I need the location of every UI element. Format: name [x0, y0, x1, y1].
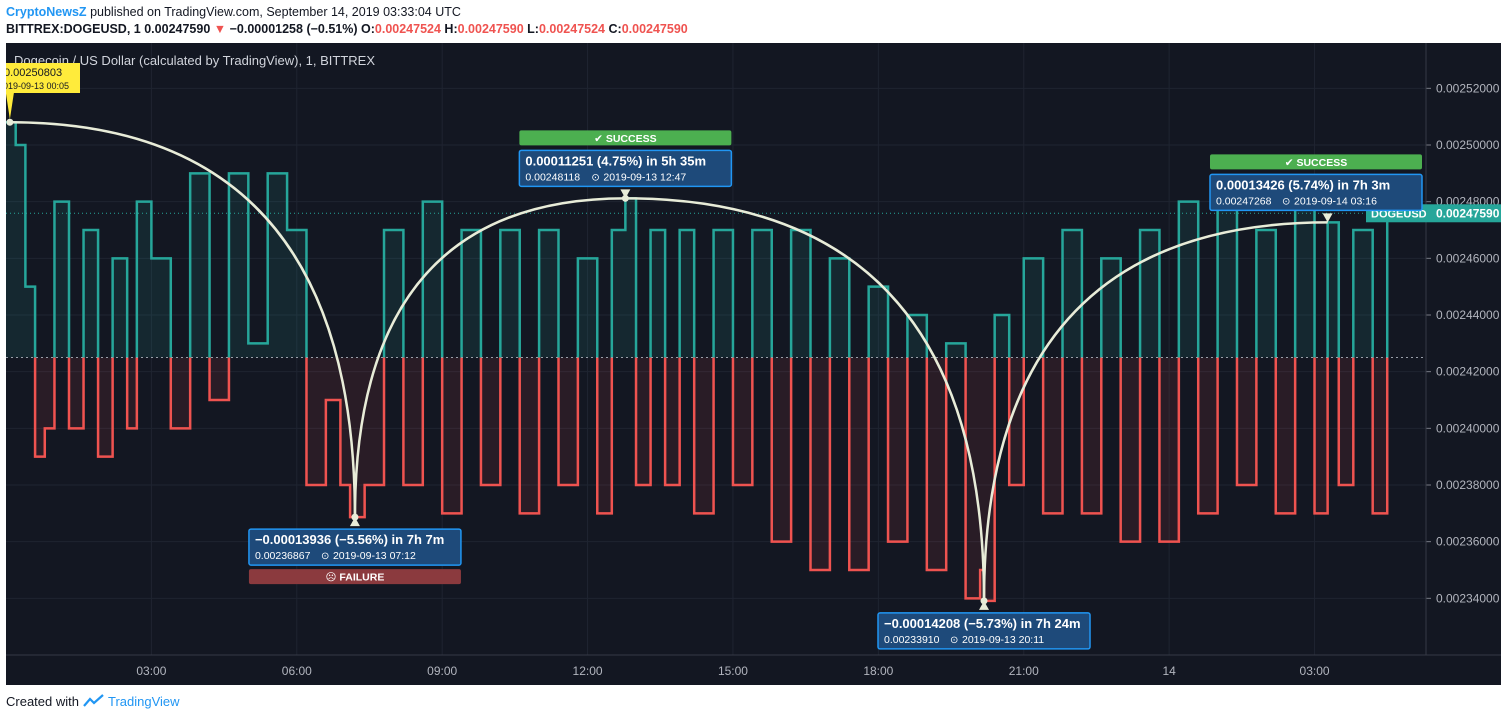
price-chart[interactable]: 0.002520000.002500000.002480000.00246000… — [0, 43, 1501, 685]
tradingview-logo-icon — [82, 694, 108, 709]
measure-arrowhead-icon — [979, 600, 990, 610]
created-with-text: Created with — [6, 694, 79, 709]
measure-arc — [625, 197, 986, 601]
measure-headline: −0.00013936 (−5.56%) in 7h 7m — [255, 532, 444, 547]
low-label: L: — [527, 22, 539, 36]
low-value: 0.00247524 — [538, 22, 606, 36]
measure-price: 0.00248118 — [525, 171, 580, 183]
measure-arc — [9, 120, 357, 518]
chart-header: CryptoNewsZ published on TradingView.com… — [0, 0, 1508, 42]
close-value: 0.00247590 — [621, 22, 688, 36]
chart-title: Dogecoin / US Dollar (calculated by Trad… — [14, 53, 375, 68]
y-tick-label: 0.00252000 — [1436, 81, 1500, 95]
clock-icon: ⊙ — [321, 551, 329, 562]
top-marker-date: 2019-09-13 00:05 — [6, 81, 69, 91]
chart-area[interactable]: 0.00252000 0.00250000 0.00248000 0.00246000… — [0, 43, 1501, 685]
status-label: ✔ SUCCESS — [594, 133, 656, 145]
measure-start-point — [6, 118, 14, 126]
last-price: 0.00247590 — [144, 22, 211, 36]
x-tick-label: 12:00 — [573, 664, 603, 678]
measure-headline: 0.00013426 (5.74%) in 7h 3m — [1216, 177, 1390, 192]
x-tick-label: 09:00 — [427, 664, 457, 678]
measure-start-point — [621, 194, 629, 202]
down-arrow-icon: ▼ — [213, 22, 227, 36]
x-tick-label: 14 — [1162, 664, 1176, 678]
down-area — [6, 357, 1388, 601]
y-tick-label: 0.00234000 — [1436, 591, 1500, 605]
measure-headline: −0.00014208 (−5.73%) in 7h 24m — [884, 616, 1081, 631]
open-value: 0.00247524 — [374, 22, 441, 36]
measure-date: 2019-09-13 12:47 — [603, 171, 686, 183]
status-badge — [1210, 154, 1422, 170]
ohlc-line: BITTREX:DOGEUSD, 1 0.00247590 ▼ −0.00001… — [6, 22, 688, 36]
measure-price: 0.00233910 — [884, 634, 940, 646]
measure-arc — [982, 221, 1328, 601]
measure-headline: 0.00011251 (4.75%) in 5h 35m — [525, 153, 706, 168]
measure-price: 0.00247268 — [1216, 195, 1272, 207]
y-tick-label: 0.00246000 — [1436, 251, 1500, 265]
symbol-tag-label: DOGEUSD — [1371, 208, 1427, 220]
measure-arc — [353, 197, 626, 518]
top-marker-price: 0.00250803 — [6, 67, 62, 79]
clock-icon: ⊙ — [591, 172, 599, 183]
y-tick-label: 0.00236000 — [1436, 535, 1500, 549]
measure-start-point — [351, 513, 359, 521]
change-value: −0.00001258 (−0.51%) — [229, 22, 358, 36]
high-label: H: — [444, 22, 458, 36]
close-label: C: — [608, 22, 622, 36]
measure-date: 2019-09-13 20:11 — [962, 634, 1044, 646]
measure-price: 0.00236867 — [255, 550, 311, 562]
status-badge — [248, 569, 461, 585]
x-tick-label: 03:00 — [136, 664, 166, 678]
measure-label-box — [518, 149, 733, 188]
clock-icon: ⊙ — [950, 635, 958, 646]
publish-line: CryptoNewsZ published on TradingView.com… — [6, 5, 461, 19]
measure-label-box — [248, 528, 462, 566]
marker-pointer — [5, 93, 14, 120]
top-price-marker — [0, 63, 80, 93]
measure-arrowhead-icon — [1322, 213, 1333, 223]
measure-date: 2019-09-14 03:16 — [1294, 195, 1377, 207]
status-label: ☹ FAILURE — [326, 572, 385, 584]
measure-label-box — [1209, 173, 1423, 212]
y-tick-label: 0.00242000 — [1436, 365, 1500, 379]
y-tick-label: 0.00244000 — [1436, 308, 1500, 322]
y-tick-label: 0.00250000 — [1436, 138, 1500, 152]
status-badge — [519, 130, 732, 146]
measure-arrowhead-icon — [349, 517, 360, 527]
price-line-down — [33, 357, 1389, 603]
x-tick-label: 15:00 — [718, 664, 748, 678]
clock-icon: ⊙ — [1282, 196, 1290, 207]
last-price-label: 0.00247590 — [1436, 206, 1500, 220]
measure-label-box — [877, 612, 1091, 650]
tradingview-link[interactable]: TradingView — [108, 694, 180, 709]
measure-arrowhead-icon — [620, 189, 631, 199]
y-tick-label: 0.00238000 — [1436, 478, 1500, 492]
y-tick-label: 0.00240000 — [1436, 421, 1500, 435]
price-line-up — [6, 120, 1389, 358]
x-tick-label: 21:00 — [1009, 664, 1039, 678]
author-link[interactable]: CryptoNewsZ — [6, 5, 87, 19]
published-text: published on TradingView.com, September … — [90, 5, 461, 19]
high-value: 0.00247590 — [457, 22, 524, 36]
measure-start-point — [980, 597, 988, 605]
x-tick-label: 18:00 — [863, 664, 893, 678]
footer: Created with TradingView — [6, 694, 180, 709]
status-label: ✔ SUCCESS — [1285, 157, 1347, 169]
open-label: O: — [361, 22, 375, 36]
measure-date: 2019-09-13 07:12 — [333, 550, 416, 562]
x-tick-label: 03:00 — [1300, 664, 1330, 678]
symbol-label: BITTREX:DOGEUSD, 1 — [6, 22, 141, 36]
x-tick-label: 06:00 — [282, 664, 312, 678]
